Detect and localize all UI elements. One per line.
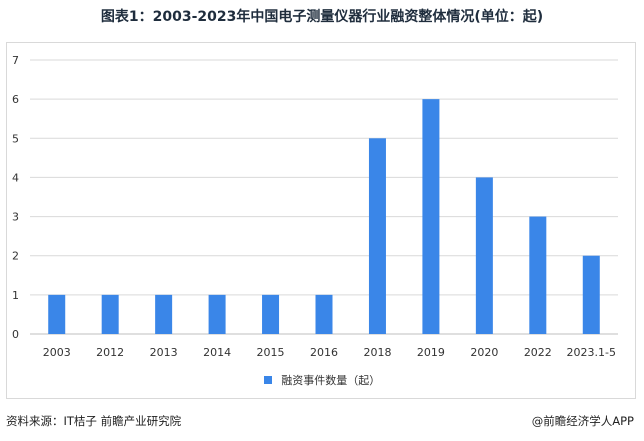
legend: 融资事件数量（起） bbox=[0, 372, 644, 388]
bar bbox=[422, 99, 440, 335]
x-tick-label: 2019 bbox=[417, 346, 445, 359]
y-tick-label: 4 bbox=[12, 171, 19, 184]
y-tick-label: 7 bbox=[12, 54, 19, 67]
x-tick-label: 2014 bbox=[203, 346, 231, 359]
bar bbox=[368, 138, 386, 334]
x-tick-label: 2022 bbox=[524, 346, 552, 359]
x-tick-label: 2012 bbox=[96, 346, 124, 359]
bar bbox=[155, 294, 173, 334]
bar bbox=[101, 294, 119, 334]
bar bbox=[582, 255, 600, 334]
x-tick-label: 2020 bbox=[470, 346, 498, 359]
x-tick-label: 2018 bbox=[363, 346, 391, 359]
legend-label: 融资事件数量（起） bbox=[281, 374, 381, 387]
y-tick-label: 0 bbox=[12, 328, 19, 341]
y-tick-label: 6 bbox=[12, 93, 19, 106]
bar bbox=[262, 294, 280, 334]
x-tick-label: 2023.1-5 bbox=[567, 346, 616, 359]
brand-note: @前瞻经济学人APP bbox=[531, 414, 634, 428]
chart-frame bbox=[6, 42, 636, 399]
source-note: 资料来源：IT桔子 前瞻产业研究院 bbox=[6, 414, 182, 428]
y-tick-label: 1 bbox=[12, 289, 19, 302]
bar bbox=[475, 177, 493, 334]
x-tick-label: 2016 bbox=[310, 346, 338, 359]
bar bbox=[315, 294, 333, 334]
chart-title: 图表1：2003-2023年中国电子测量仪器行业融资整体情况(单位：起) bbox=[100, 9, 544, 25]
y-tick-label: 2 bbox=[12, 250, 19, 263]
x-tick-label: 2015 bbox=[257, 346, 285, 359]
bar bbox=[48, 294, 66, 334]
y-tick-label: 5 bbox=[12, 132, 19, 145]
legend-swatch bbox=[263, 376, 272, 384]
x-tick-label: 2003 bbox=[43, 346, 71, 359]
bar bbox=[529, 216, 547, 334]
x-tick-label: 2013 bbox=[150, 346, 178, 359]
y-tick-label: 3 bbox=[12, 211, 19, 224]
bar bbox=[208, 294, 226, 334]
